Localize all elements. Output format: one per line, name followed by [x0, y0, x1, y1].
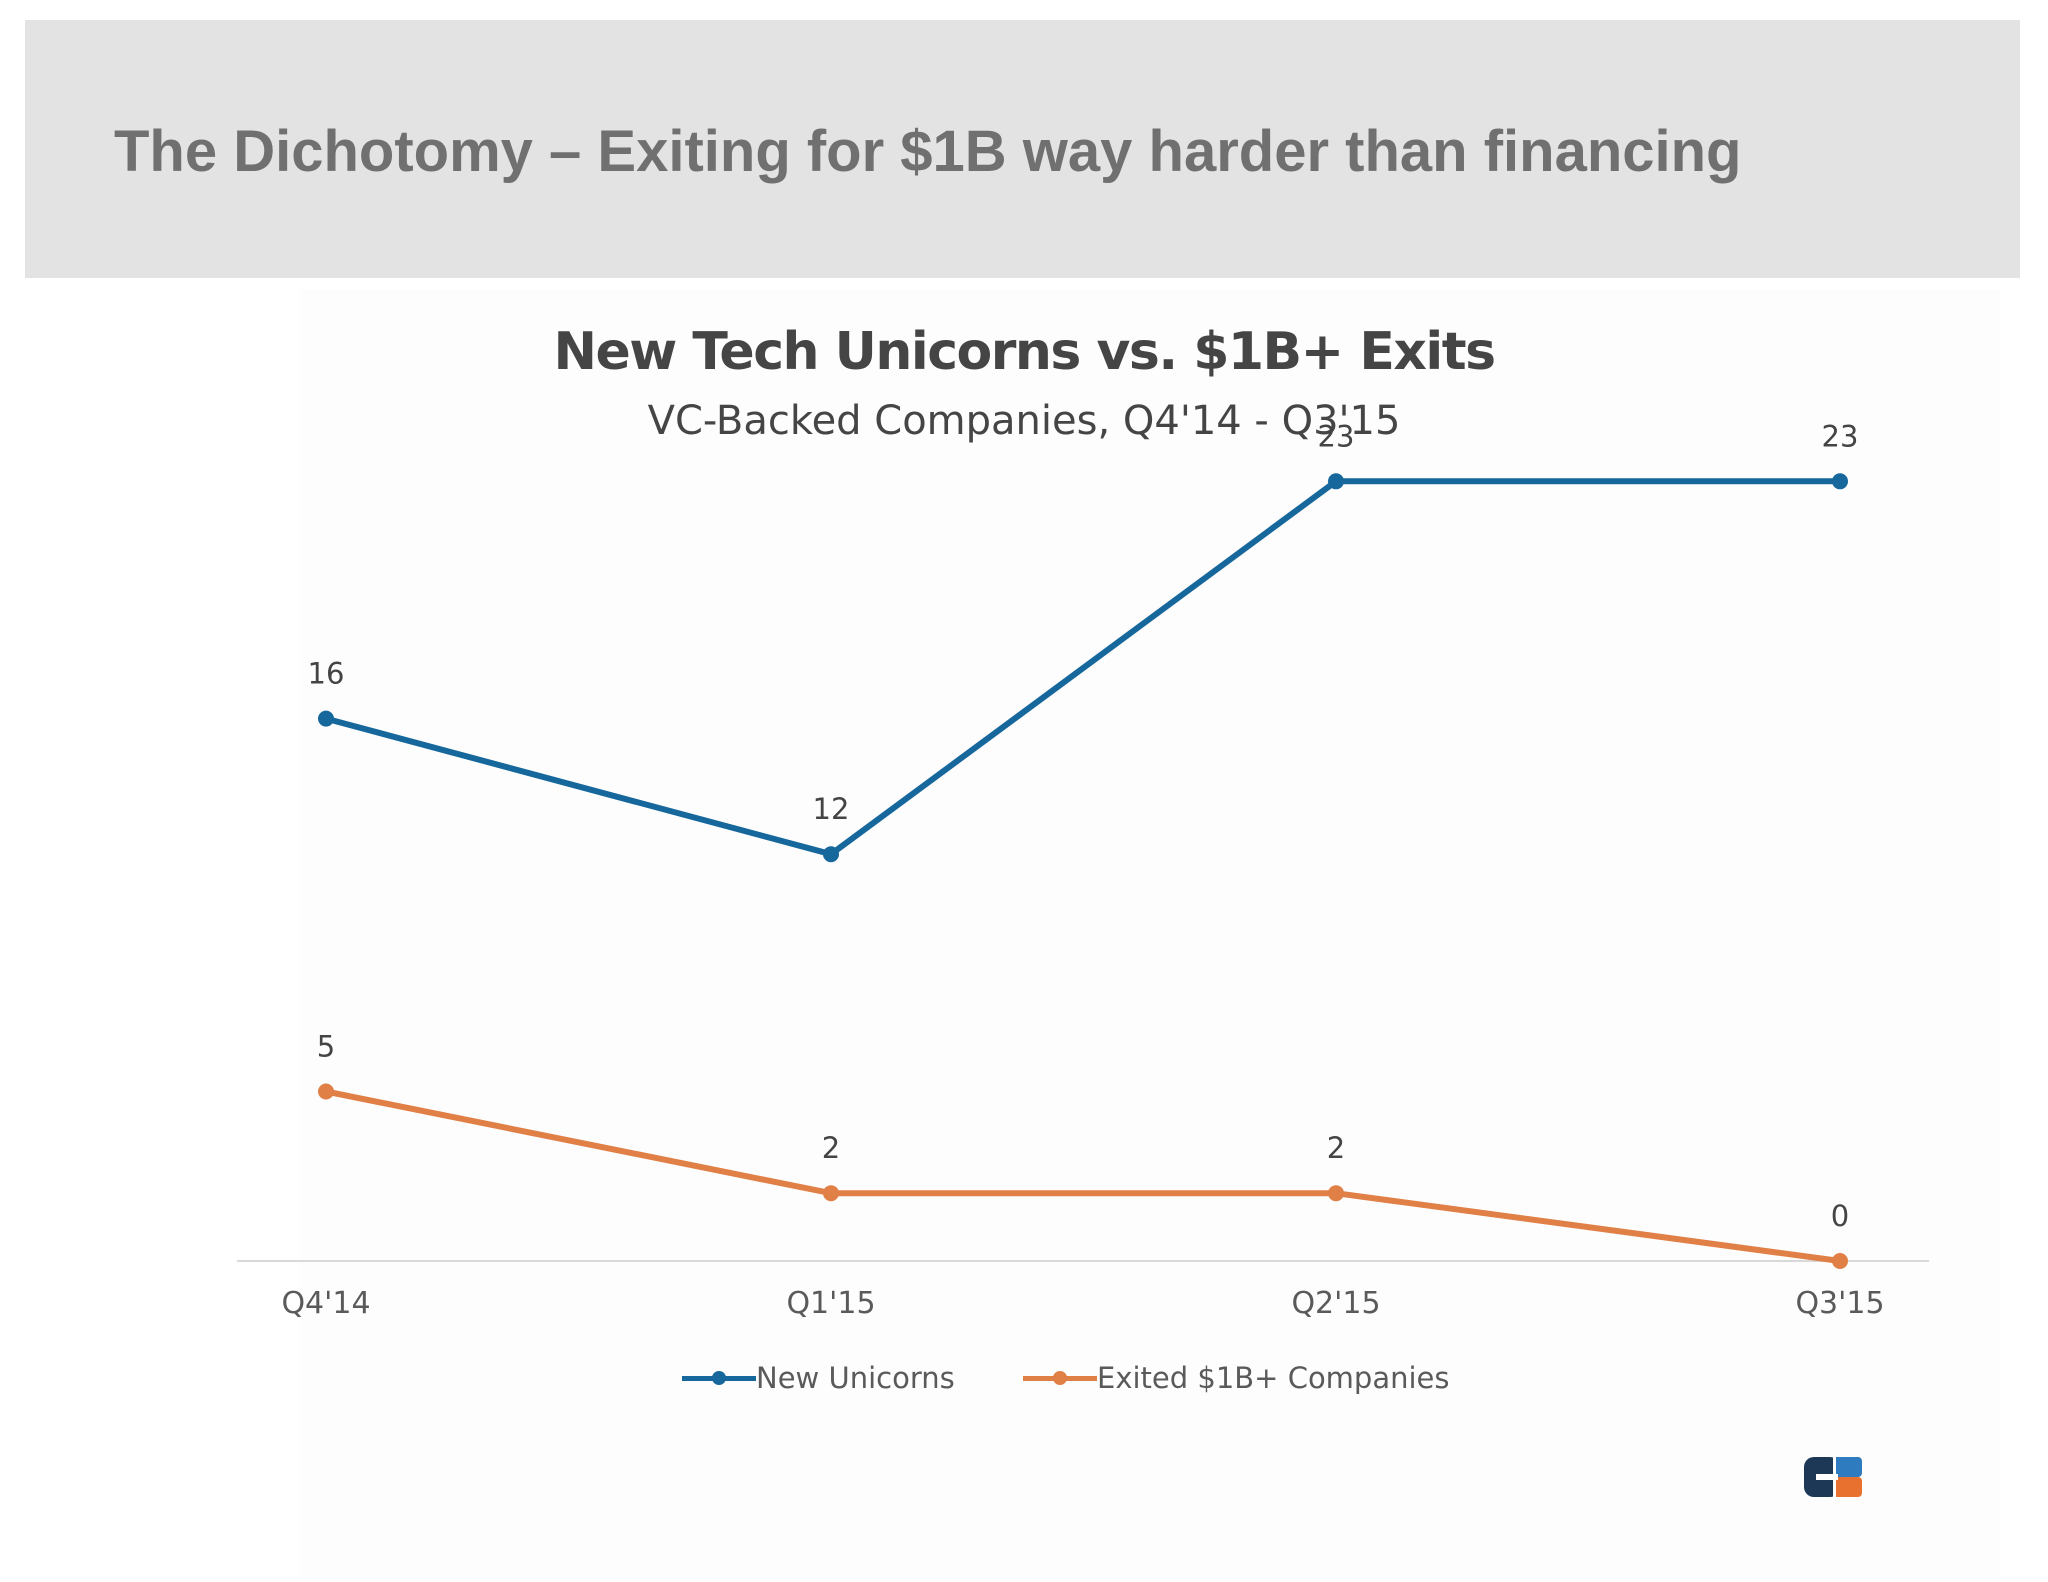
data-label: 12 — [813, 792, 850, 826]
data-label: 23 — [1318, 419, 1355, 453]
x-tick-label: Q2'15 — [1291, 1286, 1380, 1321]
chart-panel — [300, 290, 2000, 1575]
series-line-1 — [323, 1088, 1843, 1264]
data-label: 23 — [1822, 419, 1859, 453]
data-point — [318, 710, 334, 727]
data-point — [1328, 1185, 1344, 1202]
header-band — [25, 20, 2020, 278]
legend-swatch — [1023, 1356, 1097, 1400]
data-label: 2 — [1327, 1131, 1345, 1165]
x-tick-label: Q4'14 — [281, 1286, 370, 1321]
legend-item: New Unicorns — [682, 1356, 955, 1400]
data-point — [318, 1083, 334, 1100]
legend-label: New Unicorns — [756, 1361, 955, 1395]
data-point — [823, 1185, 839, 1202]
legend-label: Exited $1B+ Companies — [1097, 1361, 1450, 1395]
x-tick-label: Q3'15 — [1795, 1286, 1884, 1321]
chart-title: New Tech Unicorns vs. $1B+ Exits — [553, 322, 1496, 382]
data-label: 5 — [317, 1030, 335, 1064]
data-label: 0 — [1831, 1199, 1849, 1233]
cb-insights-logo-icon — [1804, 1457, 1862, 1497]
x-tick-label: Q1'15 — [786, 1286, 875, 1321]
data-label: 2 — [822, 1131, 840, 1165]
data-point — [1832, 473, 1848, 490]
chart-subtitle: VC-Backed Companies, Q4'14 - Q3'15 — [647, 398, 1401, 444]
data-label: 16 — [308, 657, 345, 691]
legend-swatch — [682, 1356, 756, 1400]
legend-item: Exited $1B+ Companies — [1023, 1356, 1450, 1400]
slide-title: The Dichotomy – Exiting for $1B way hard… — [114, 119, 1742, 184]
data-point — [1328, 473, 1344, 490]
chart-legend: New Unicorns Exited $1B+ Companies — [0, 1356, 2048, 1400]
data-point — [823, 846, 839, 863]
series-line-0 — [323, 478, 1843, 858]
data-point — [1832, 1253, 1848, 1269]
